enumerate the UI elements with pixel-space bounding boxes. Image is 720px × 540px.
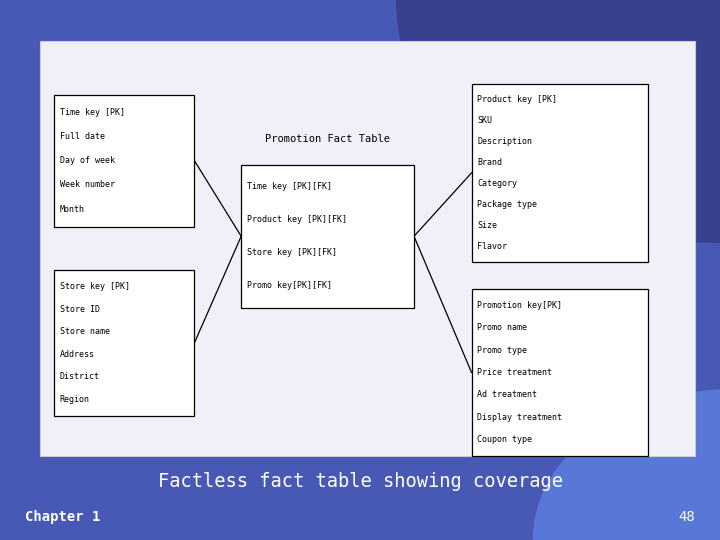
Text: Ad treatment: Ad treatment (477, 390, 537, 400)
Text: Product key [PK]: Product key [PK] (477, 95, 557, 104)
Text: Flavor: Flavor (477, 241, 508, 251)
Text: Brand: Brand (477, 158, 503, 167)
Wedge shape (533, 389, 720, 540)
Text: Promo key[PK][FK]: Promo key[PK][FK] (247, 281, 332, 291)
Text: Product key [PK][FK]: Product key [PK][FK] (247, 215, 347, 224)
Text: Full date: Full date (60, 132, 105, 141)
Text: Price treatment: Price treatment (477, 368, 552, 377)
Text: 48: 48 (678, 510, 695, 524)
Text: Package type: Package type (477, 200, 537, 208)
Text: Time key [PK]: Time key [PK] (60, 107, 125, 117)
Bar (54, 270, 194, 416)
Text: Promo name: Promo name (477, 323, 527, 332)
Text: Category: Category (477, 179, 518, 188)
Text: Promotion Fact Table: Promotion Fact Table (265, 134, 390, 144)
Text: Region: Region (60, 395, 90, 403)
Text: District: District (60, 372, 100, 381)
Text: Coupon type: Coupon type (477, 435, 532, 444)
Text: Time key [PK][FK]: Time key [PK][FK] (247, 182, 332, 191)
Text: Display treatment: Display treatment (477, 413, 562, 422)
Text: Week number: Week number (60, 180, 114, 190)
Bar (472, 84, 648, 262)
Text: Description: Description (477, 137, 532, 146)
Text: Address: Address (60, 350, 95, 359)
Text: Store key [PK][FK]: Store key [PK][FK] (247, 248, 337, 257)
Bar (54, 94, 194, 227)
Text: Store ID: Store ID (60, 305, 100, 314)
Text: Size: Size (477, 221, 498, 230)
Text: Promotion key[PK]: Promotion key[PK] (477, 301, 562, 310)
Text: Store name: Store name (60, 327, 109, 336)
Text: Factless fact table showing coverage: Factless fact table showing coverage (158, 472, 562, 491)
Text: Month: Month (60, 205, 85, 214)
Bar (472, 289, 648, 456)
Bar (40, 40, 695, 456)
Text: SKU: SKU (477, 116, 492, 125)
Bar (241, 165, 414, 308)
Text: Promo type: Promo type (477, 346, 527, 355)
Wedge shape (396, 0, 720, 243)
Text: Store key [PK]: Store key [PK] (60, 282, 130, 291)
Text: Chapter 1: Chapter 1 (25, 510, 101, 524)
Text: Day of week: Day of week (60, 156, 114, 165)
